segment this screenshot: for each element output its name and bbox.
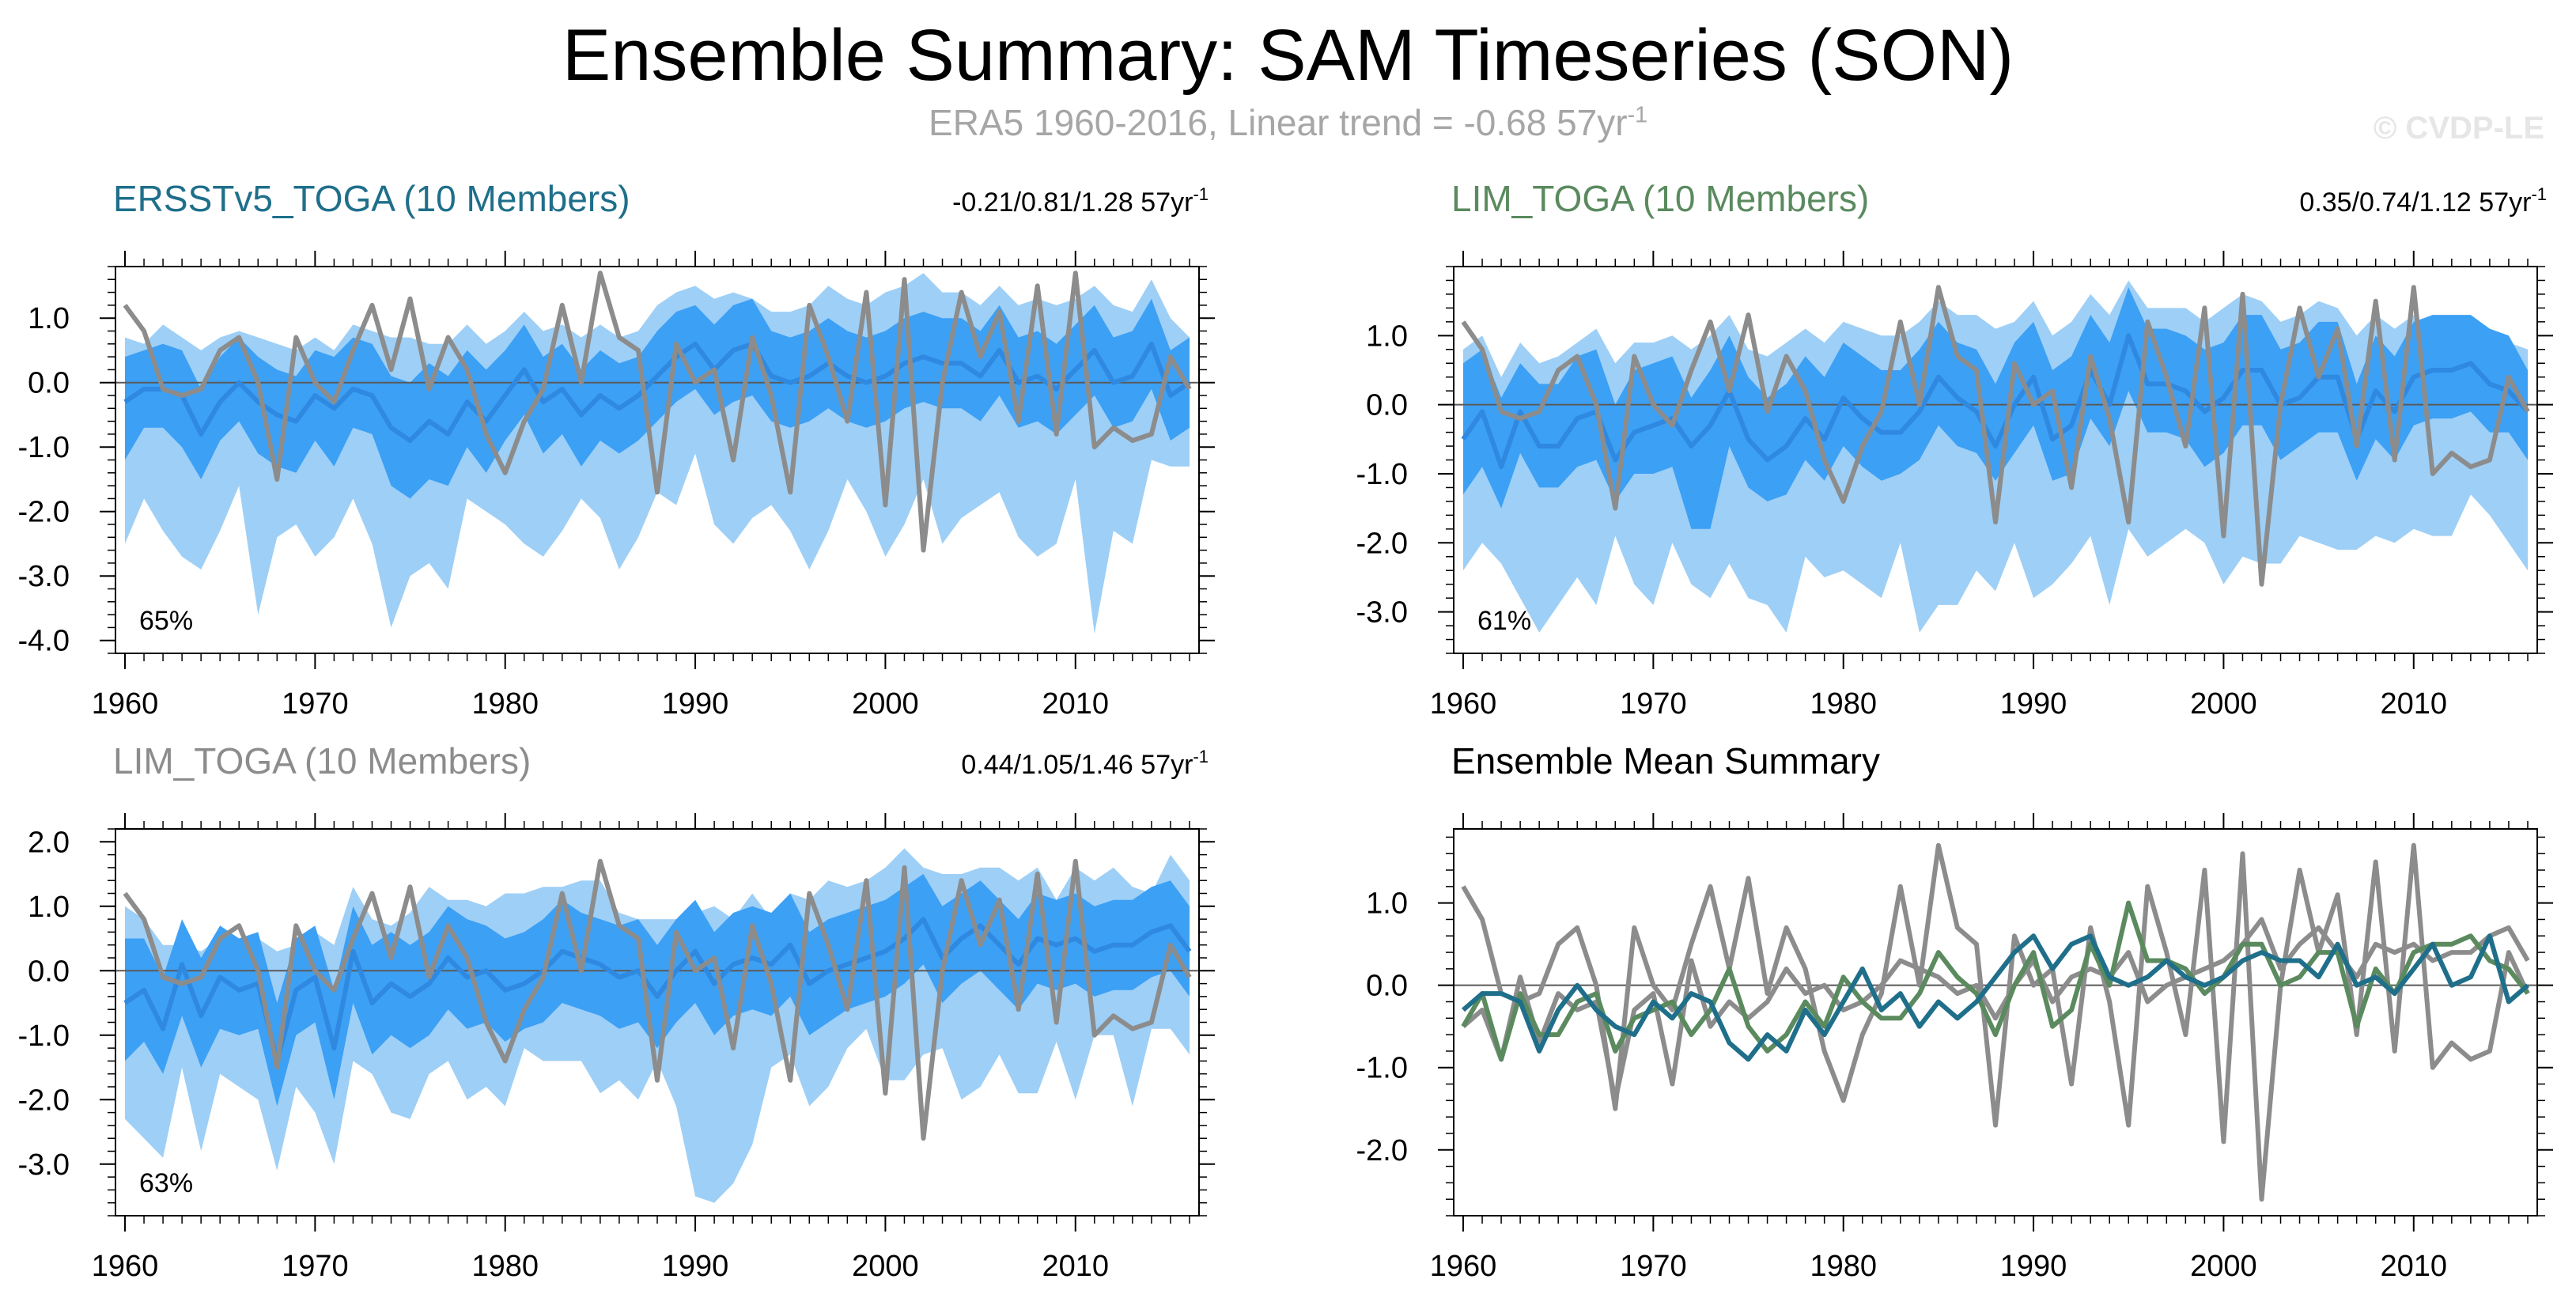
panel-4: Ensemble Mean Summary 1960 1970 1980 1990 200… (1356, 740, 2553, 1283)
y-tick-label: -2.0 (18, 496, 70, 529)
y-tick-label: -3.0 (18, 560, 70, 593)
y-tick-label: -3.0 (18, 1148, 70, 1182)
y-tick-label: 1.0 (28, 891, 70, 924)
x-tick-label: 1990 (662, 687, 729, 721)
y-tick-label: -1.0 (1356, 1052, 1408, 1085)
y-tick-label: 0.0 (1366, 970, 1408, 1003)
y-tick-label: 1.0 (28, 302, 70, 335)
series-line-4 (1462, 933, 2529, 1062)
y-tick-label: -3.0 (1356, 596, 1408, 630)
y-tick-label: -1.0 (1356, 458, 1408, 491)
series-line-1 (1461, 842, 2530, 1202)
subtitle-superscript: -1 (1627, 102, 1647, 128)
x-tick-label: 1960 (92, 687, 159, 721)
y-tick-label: -1.0 (18, 1020, 70, 1053)
percent-label: 61% (1477, 606, 1531, 636)
y-tick-label: 2.0 (28, 826, 70, 859)
figure-title: Ensemble Summary: SAM Timeseries (SON) (562, 15, 2014, 96)
y-tick-label: -2.0 (18, 1084, 70, 1117)
panel-2: LIM_TOGA (10 Members) 0.35/0.74/1.12 57yr… (1356, 178, 2553, 721)
y-tick-label: -2.0 (1356, 527, 1408, 560)
x-tick-label: 2010 (2380, 687, 2447, 721)
observed-line (123, 858, 1192, 1141)
x-tick-label: 1970 (282, 687, 349, 721)
x-tick-label: 1980 (1810, 1250, 1877, 1283)
trend-value: -0.21/0.81/1.28 57yr (952, 187, 1193, 218)
y-tick-label: 0.0 (28, 955, 70, 988)
figure-subtitle: ERA5 1960-2016, Linear trend = -0.68 57y… (0, 101, 2576, 144)
x-tick-label: 2000 (2190, 687, 2257, 721)
x-tick-label: 2010 (1042, 1250, 1109, 1283)
panel-title: LIM_TOGA (10 Members) (113, 740, 531, 781)
trend-superscript: -1 (2531, 184, 2547, 204)
x-tick-label: 1970 (1620, 1250, 1687, 1283)
trend-annotation: -0.21/0.81/1.28 57yr-1 (952, 184, 1209, 218)
trend-annotation: 0.35/0.74/1.12 57yr-1 (2299, 184, 2547, 218)
panel-1: ERSSTv5_TOGA (10 Members) -0.21/0.81/1.28… (18, 178, 1215, 721)
x-tick-label: 1980 (1810, 687, 1877, 721)
panel-title: LIM_TOGA (10 Members) (1451, 178, 1869, 219)
ensemble-10-90-band (125, 298, 1190, 499)
x-tick-label: 1970 (1620, 687, 1687, 721)
percent-label: 65% (139, 606, 193, 636)
trend-superscript: -1 (1193, 184, 1209, 204)
y-tick-label: 1.0 (1366, 320, 1408, 353)
observed-line (1461, 285, 2530, 587)
x-tick-label: 1990 (2000, 687, 2067, 721)
cvdp-watermark: © CVDP-LE (2373, 111, 2544, 146)
trend-annotation: 0.44/1.05/1.46 57yr-1 (961, 747, 1209, 780)
panel-title: Ensemble Mean Summary (1451, 740, 1880, 781)
y-tick-label: -2.0 (1356, 1134, 1408, 1167)
x-tick-label: 2000 (2190, 1250, 2257, 1283)
percent-label: 63% (139, 1168, 193, 1198)
x-tick-label: 2000 (852, 1250, 919, 1283)
ensemble-10-90-band (125, 874, 1190, 1107)
panel-title: ERSSTv5_TOGA (10 Members) (113, 178, 630, 219)
trend-superscript: -1 (1193, 747, 1209, 766)
x-tick-label: 1990 (662, 1250, 729, 1283)
trend-value: 0.44/1.05/1.46 57yr (961, 750, 1193, 780)
x-tick-label: 1970 (282, 1250, 349, 1283)
series-line-3 (1461, 900, 2530, 1062)
x-tick-label: 1960 (92, 1250, 159, 1283)
y-tick-label: 0.0 (1366, 389, 1408, 422)
observed-line (123, 271, 1192, 553)
trend-value: 0.35/0.74/1.12 57yr (2299, 187, 2531, 218)
ensemble-10-90-band (1463, 287, 2528, 529)
x-tick-label: 1990 (2000, 1250, 2067, 1283)
x-tick-label: 1980 (471, 687, 539, 721)
y-tick-label: 0.0 (28, 367, 70, 400)
x-tick-label: 1960 (1430, 687, 1497, 721)
ensemble-mean-line (123, 917, 1192, 1064)
panel-3: LIM_TOGA (10 Members) 0.44/1.05/1.46 57yr… (18, 740, 1215, 1283)
y-tick-label: 1.0 (1366, 887, 1408, 921)
x-tick-label: 2010 (1042, 687, 1109, 721)
subtitle-text: ERA5 1960-2016, Linear trend = -0.68 57y… (929, 102, 1628, 143)
y-tick-label: -1.0 (18, 431, 70, 464)
x-tick-label: 2000 (852, 687, 919, 721)
x-tick-label: 2010 (2380, 1250, 2447, 1283)
x-tick-label: 1980 (471, 1250, 539, 1283)
y-tick-label: -4.0 (18, 625, 70, 658)
x-tick-label: 1960 (1430, 1250, 1497, 1283)
